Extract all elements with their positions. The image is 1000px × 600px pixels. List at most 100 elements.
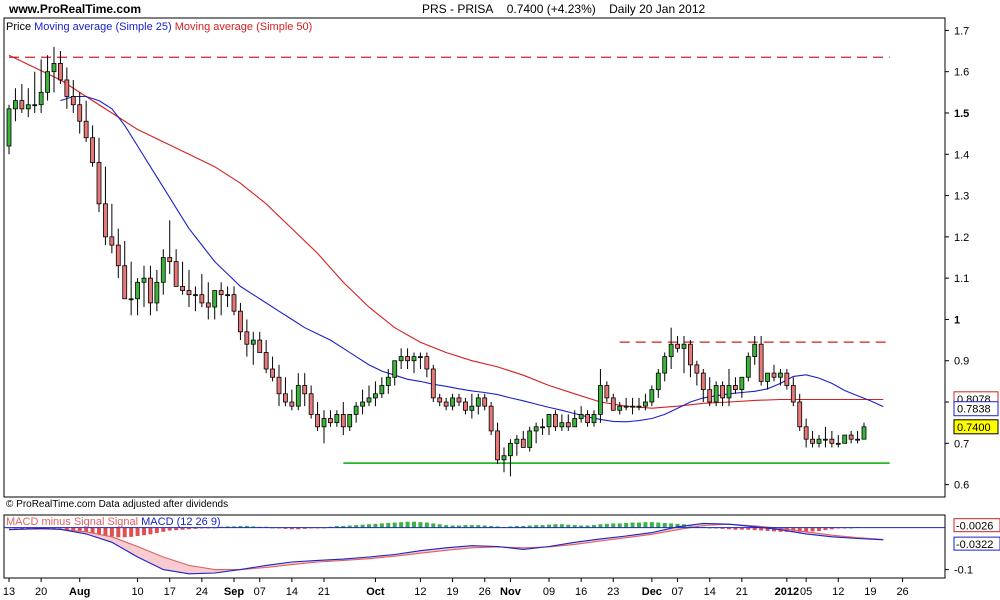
macd-histogram-bar xyxy=(431,523,436,528)
macd-histogram-bar xyxy=(604,523,609,528)
x-tick-label: Aug xyxy=(69,586,90,598)
x-tick-label: 07 xyxy=(671,586,683,598)
candle-body xyxy=(527,430,533,448)
candle-body xyxy=(250,339,256,345)
candle-body xyxy=(681,343,687,349)
candle xyxy=(13,88,18,122)
candle xyxy=(482,393,488,411)
candle-body xyxy=(90,137,95,163)
macd-histogram-bar xyxy=(746,527,751,530)
macd-histogram-bar xyxy=(611,523,616,528)
macd-legend: MACD minus Signal Signal MACD (12 26 9) xyxy=(6,516,221,528)
price-y-tick-label: 1.3 xyxy=(954,191,969,203)
symbol-label: PRS - PRISA xyxy=(422,2,494,16)
candle xyxy=(610,393,616,411)
candle-body xyxy=(604,385,610,399)
horizontal-lines xyxy=(9,56,890,465)
macd-histogram-bar xyxy=(154,527,159,534)
site-label: www.ProRealTime.com xyxy=(9,2,142,16)
candle xyxy=(398,348,404,369)
candle-body xyxy=(623,405,629,408)
candle-body xyxy=(103,203,108,238)
candle xyxy=(495,422,500,464)
macd-histogram-bar xyxy=(379,523,384,528)
candle xyxy=(469,393,475,419)
macd-histogram-bar xyxy=(129,527,134,537)
candle xyxy=(848,430,854,444)
candle xyxy=(64,67,70,109)
macd-histogram-bar xyxy=(514,525,519,528)
candle xyxy=(514,435,520,456)
candle xyxy=(270,356,275,382)
candle xyxy=(694,360,700,386)
macd-histogram-bar xyxy=(334,525,339,528)
candle xyxy=(765,372,770,390)
candle xyxy=(784,368,790,390)
macd-tag-box xyxy=(953,536,1000,551)
last-price-label: 0.7400 (+4.23%) xyxy=(506,2,596,16)
candle-body xyxy=(797,401,803,428)
candles xyxy=(6,46,867,477)
candle xyxy=(649,385,655,407)
candle-body xyxy=(411,356,417,362)
x-tick-label: 21 xyxy=(318,586,330,598)
macd-histogram-bar xyxy=(643,522,648,528)
candle xyxy=(726,368,732,407)
price-y-tick-label: 0.7 xyxy=(954,438,969,450)
axes: 1.71.61.51.41.31.21.110.90.80.70.60.8078… xyxy=(3,25,1000,598)
candle xyxy=(668,327,674,369)
candle-body xyxy=(488,405,494,432)
x-tick-label: 26 xyxy=(896,586,908,598)
candle xyxy=(225,286,230,308)
candle xyxy=(83,100,89,142)
candle xyxy=(154,269,160,312)
candle xyxy=(334,410,340,427)
macd-histogram-bar xyxy=(598,524,603,528)
candle xyxy=(373,381,378,407)
macd-histogram-bar xyxy=(180,527,185,530)
macd-histogram-bar xyxy=(656,522,661,528)
macd-histogram-bar xyxy=(174,527,179,531)
candle-body xyxy=(700,372,706,391)
macd-tag: -0.0026 xyxy=(956,521,993,533)
chart-frame xyxy=(3,17,946,579)
candle-body xyxy=(109,236,115,246)
candle-body xyxy=(405,356,410,362)
x-tick-label: 21 xyxy=(736,586,748,598)
candle-body xyxy=(475,397,481,407)
candle xyxy=(662,352,668,382)
candle xyxy=(148,265,153,316)
candle xyxy=(803,418,809,448)
candle-body xyxy=(315,414,320,428)
candle xyxy=(115,228,121,279)
candle-body xyxy=(835,442,841,445)
candle-body xyxy=(270,368,275,378)
candle xyxy=(360,389,365,415)
candle-body xyxy=(212,290,218,308)
macd-histogram-bar xyxy=(649,522,654,528)
candle-body xyxy=(778,372,783,378)
candle-body xyxy=(83,120,89,139)
x-tick-label: 05 xyxy=(800,586,812,598)
x-tick-label: 24 xyxy=(196,586,208,598)
data-footnote: © ProRealTime.com Data adjusted after di… xyxy=(6,499,228,510)
candle-body xyxy=(675,343,680,349)
candle-body xyxy=(482,397,488,407)
candle-body xyxy=(810,438,815,444)
macd-tag-box xyxy=(953,518,1000,533)
candle xyxy=(572,410,578,428)
candle xyxy=(193,286,198,312)
macd-histogram-bar xyxy=(469,525,474,528)
macd-histogram-bar xyxy=(386,522,391,528)
macd-histogram-bar xyxy=(232,526,236,528)
candle xyxy=(842,434,848,444)
ma50-series xyxy=(8,54,884,409)
candle-body xyxy=(823,438,828,441)
candle xyxy=(418,352,423,369)
candle-body xyxy=(745,356,751,378)
candle-body xyxy=(514,438,520,444)
candle xyxy=(675,335,680,353)
candle-body xyxy=(501,455,507,461)
macd-histogram-bar xyxy=(450,525,455,528)
